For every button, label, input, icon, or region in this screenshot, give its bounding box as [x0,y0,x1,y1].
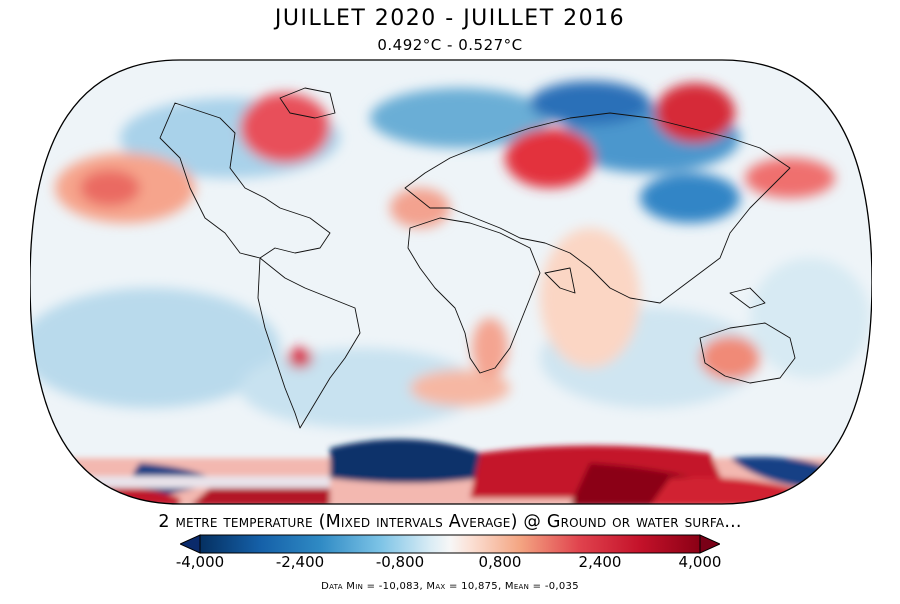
colorbar-gradient [199,534,701,554]
globe-outline [30,59,872,505]
colorbar-tick: 2,400 [578,553,622,571]
map-subtitle: 0.492°C - 0.527°C [377,36,523,54]
colorbar-over-arrow [699,534,722,554]
coastlines [159,87,796,429]
colorbar-tick: 0,800 [478,553,522,571]
colorbar-tick: -2,400 [275,553,325,571]
colorbar-ticks: -4,000 -2,400 -0,800 0,800 2,400 4,000 [0,553,900,575]
map-title: JUILLET 2020 - JUILLET 2016 [274,6,626,31]
colorbar [178,534,722,554]
variable-title: 2 metre temperature (Mixed intervals Ave… [158,512,742,532]
anomaly-field [30,81,870,428]
colorbar-under-arrow [178,534,201,554]
data-statistics: Data Min = -10,083, Max = 10,875, Mean =… [321,581,579,592]
polar-anomalies [30,439,872,504]
colorbar-tick: -4,000 [175,553,225,571]
colorbar-tick: -0,800 [375,553,425,571]
colorbar-tick: 4,000 [678,553,722,571]
temperature-anomaly-map [30,58,872,506]
